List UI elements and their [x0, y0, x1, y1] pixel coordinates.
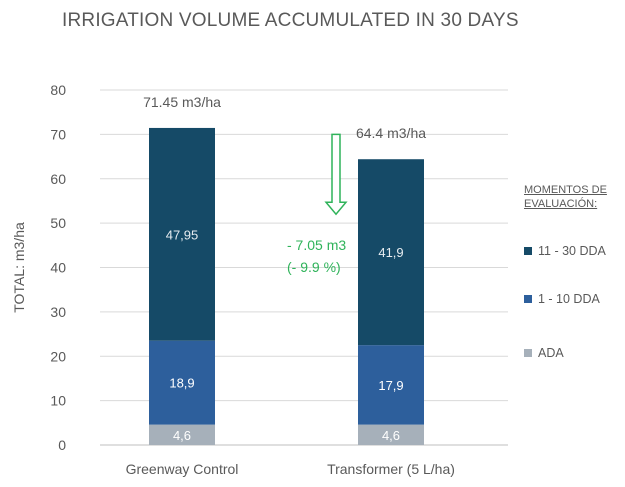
reduction-arrow — [324, 133, 348, 216]
y-tick-label: 60 — [50, 171, 66, 187]
bar-segment — [149, 424, 215, 445]
annotation-difference: - 7.05 m3 — [287, 237, 346, 253]
y-tick-label: 0 — [58, 437, 66, 453]
data-label: 18,9 — [169, 376, 194, 391]
x-tick-label: Transformer (5 L/ha) — [327, 461, 455, 477]
y-tick-label: 20 — [50, 348, 66, 364]
y-tick-label: 80 — [50, 82, 66, 98]
data-label: 17,9 — [378, 378, 403, 393]
legend-label: 11 - 30 DDA — [538, 244, 606, 258]
legend-item: ADA — [524, 346, 564, 360]
y-tick-label: 40 — [50, 260, 66, 276]
legend-item: 1 - 10 DDA — [524, 292, 600, 306]
bar-segment — [149, 127, 215, 341]
y-tick-label: 10 — [50, 393, 66, 409]
annotation-percent: (- 9.9 %) — [287, 259, 341, 275]
legend-label: ADA — [538, 346, 564, 360]
legend-swatch — [524, 349, 532, 357]
total-label: 71.45 m3/ha — [143, 94, 221, 110]
total-label: 64.4 m3/ha — [356, 125, 426, 141]
y-tick-label: 50 — [50, 215, 66, 231]
x-tick-label: Greenway Control — [126, 461, 239, 477]
y-tick-label: 70 — [50, 126, 66, 142]
y-tick-label: 30 — [50, 304, 66, 320]
data-label: 47,95 — [166, 227, 199, 242]
chart-title: IRRIGATION VOLUME ACCUMULATED IN 30 DAYS — [62, 10, 519, 31]
data-label: 41,9 — [378, 245, 403, 260]
bar-segment — [149, 340, 215, 425]
bar-segment — [358, 345, 424, 425]
legend-title: MOMENTOS DE EVALUACIÓN: — [524, 184, 607, 210]
bar-segment — [358, 159, 424, 346]
data-label: 4,6 — [382, 428, 400, 443]
legend-label: 1 - 10 DDA — [538, 292, 600, 306]
bar-segment — [358, 424, 424, 445]
data-label: 4,6 — [173, 428, 191, 443]
legend-swatch — [524, 247, 532, 255]
y-axis-label: TOTAL: m3/ha — [11, 222, 27, 313]
legend-item: 11 - 30 DDA — [524, 244, 606, 258]
legend-swatch — [524, 295, 532, 303]
